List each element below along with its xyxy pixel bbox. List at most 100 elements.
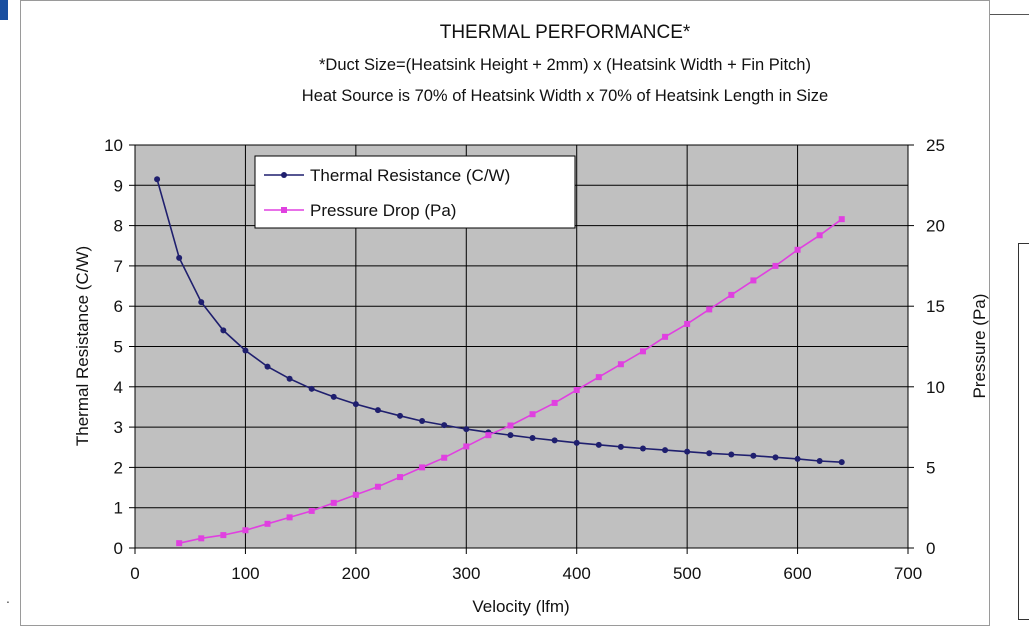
data-point-pressure-drop (816, 232, 823, 239)
data-point-pressure-drop (838, 216, 845, 223)
data-point-pressure-drop (662, 333, 669, 340)
legend-marker-thermal (281, 172, 287, 178)
x-tick-label: 400 (563, 564, 591, 583)
legend-box (254, 155, 576, 229)
data-point-pressure-drop (772, 262, 779, 269)
x-axis-label: Velocity (lfm) (472, 597, 569, 616)
data-point-thermal-resistance (374, 407, 381, 414)
data-point-thermal-resistance (617, 443, 624, 450)
data-point-pressure-drop (374, 483, 381, 490)
edge-frame (1018, 243, 1029, 620)
window-accent (0, 0, 8, 20)
data-point-thermal-resistance (308, 385, 315, 392)
data-point-pressure-drop (551, 399, 558, 406)
data-point-thermal-resistance (706, 450, 713, 457)
y-axis-label-right: Pressure (Pa) (970, 294, 989, 399)
data-point-pressure-drop (308, 507, 315, 514)
data-point-thermal-resistance (397, 412, 404, 419)
y-axis-label-left: Thermal Resistance (C/W) (73, 246, 92, 446)
data-point-pressure-drop (176, 540, 183, 547)
data-point-pressure-drop (485, 432, 492, 439)
y-left-tick-label: 0 (114, 539, 123, 558)
data-point-thermal-resistance (441, 422, 448, 429)
data-point-thermal-resistance (419, 418, 426, 425)
data-point-pressure-drop (794, 246, 801, 253)
data-point-pressure-drop (330, 499, 337, 506)
data-point-pressure-drop (286, 514, 293, 521)
y-left-tick-label: 7 (114, 257, 123, 276)
data-point-pressure-drop (441, 454, 448, 461)
y-left-tick-label: 3 (114, 418, 123, 437)
data-point-pressure-drop (684, 320, 691, 327)
x-tick-label: 600 (783, 564, 811, 583)
data-point-thermal-resistance (264, 363, 271, 370)
data-point-thermal-resistance (662, 447, 669, 454)
y-left-tick-label: 2 (114, 458, 123, 477)
chart-subtitle-1: *Duct Size=(Heatsink Height + 2mm) x (He… (319, 56, 811, 74)
data-point-pressure-drop (397, 474, 404, 481)
data-point-thermal-resistance (750, 452, 757, 459)
data-point-thermal-resistance (154, 176, 161, 183)
data-point-thermal-resistance (352, 401, 359, 408)
data-point-thermal-resistance (595, 441, 602, 448)
x-tick-label: 300 (452, 564, 480, 583)
data-point-pressure-drop (595, 374, 602, 381)
data-point-thermal-resistance (794, 455, 801, 462)
y-right-tick-label: 10 (926, 378, 945, 397)
x-tick-label: 0 (130, 564, 139, 583)
chart-subtitle-2: Heat Source is 70% of Heatsink Width x 7… (302, 87, 828, 105)
data-point-pressure-drop (419, 464, 426, 471)
data-point-pressure-drop (242, 527, 249, 534)
legend: Thermal Resistance (C/W) Pressure Drop (… (254, 155, 576, 229)
y-right-tick-label: 15 (926, 297, 945, 316)
edge-line (990, 14, 1029, 15)
series-line-thermal-resistance (156, 179, 842, 463)
data-point-pressure-drop (728, 291, 735, 298)
data-point-thermal-resistance (242, 347, 249, 354)
y-right-tick-label: 5 (926, 458, 935, 477)
x-tick-label: 500 (673, 564, 701, 583)
data-point-thermal-resistance (639, 445, 646, 452)
data-point-pressure-drop (706, 306, 713, 313)
data-point-pressure-drop (750, 277, 757, 284)
y-left-tick-label: 9 (114, 176, 123, 195)
y-left-tick-label: 4 (114, 378, 123, 397)
data-point-thermal-resistance (176, 254, 183, 261)
data-point-thermal-resistance (198, 299, 205, 306)
data-point-thermal-resistance (463, 426, 470, 433)
data-point-pressure-drop (573, 387, 580, 394)
y-left-tick-label: 8 (114, 217, 123, 236)
y-right-tick-label: 20 (926, 217, 945, 236)
y-left-tick-label: 6 (114, 297, 123, 316)
edge-mark: . (6, 590, 10, 606)
data-point-thermal-resistance (330, 393, 337, 400)
data-point-pressure-drop (198, 535, 205, 542)
data-point-pressure-drop (529, 411, 536, 418)
tick-labels: 0 100 200 300 400 500 600 700012345678910051015… (104, 136, 945, 583)
series-layer (154, 176, 845, 547)
y-right-tick-label: 0 (926, 539, 935, 558)
data-point-thermal-resistance (220, 327, 227, 334)
data-point-pressure-drop (463, 443, 470, 450)
data-point-thermal-resistance (838, 459, 845, 466)
data-point-thermal-resistance (507, 432, 514, 439)
x-tick-label: 700 (894, 564, 922, 583)
legend-marker-pressure (281, 207, 287, 213)
gridlines (134, 144, 909, 549)
legend-label-pressure: Pressure Drop (Pa) (310, 201, 456, 220)
data-point-thermal-resistance (728, 451, 735, 458)
y-left-tick-label: 1 (114, 499, 123, 518)
data-point-thermal-resistance (772, 454, 779, 461)
data-point-pressure-drop (264, 520, 271, 527)
data-point-pressure-drop (507, 422, 514, 429)
data-point-thermal-resistance (551, 437, 558, 444)
y-right-tick-label: 25 (926, 136, 945, 155)
data-point-pressure-drop (352, 491, 359, 498)
data-point-pressure-drop (617, 361, 624, 368)
y-left-tick-label: 10 (104, 136, 123, 155)
data-point-pressure-drop (639, 348, 646, 355)
data-point-thermal-resistance (684, 448, 691, 455)
data-point-thermal-resistance (286, 375, 293, 382)
x-tick-label: 200 (342, 564, 370, 583)
